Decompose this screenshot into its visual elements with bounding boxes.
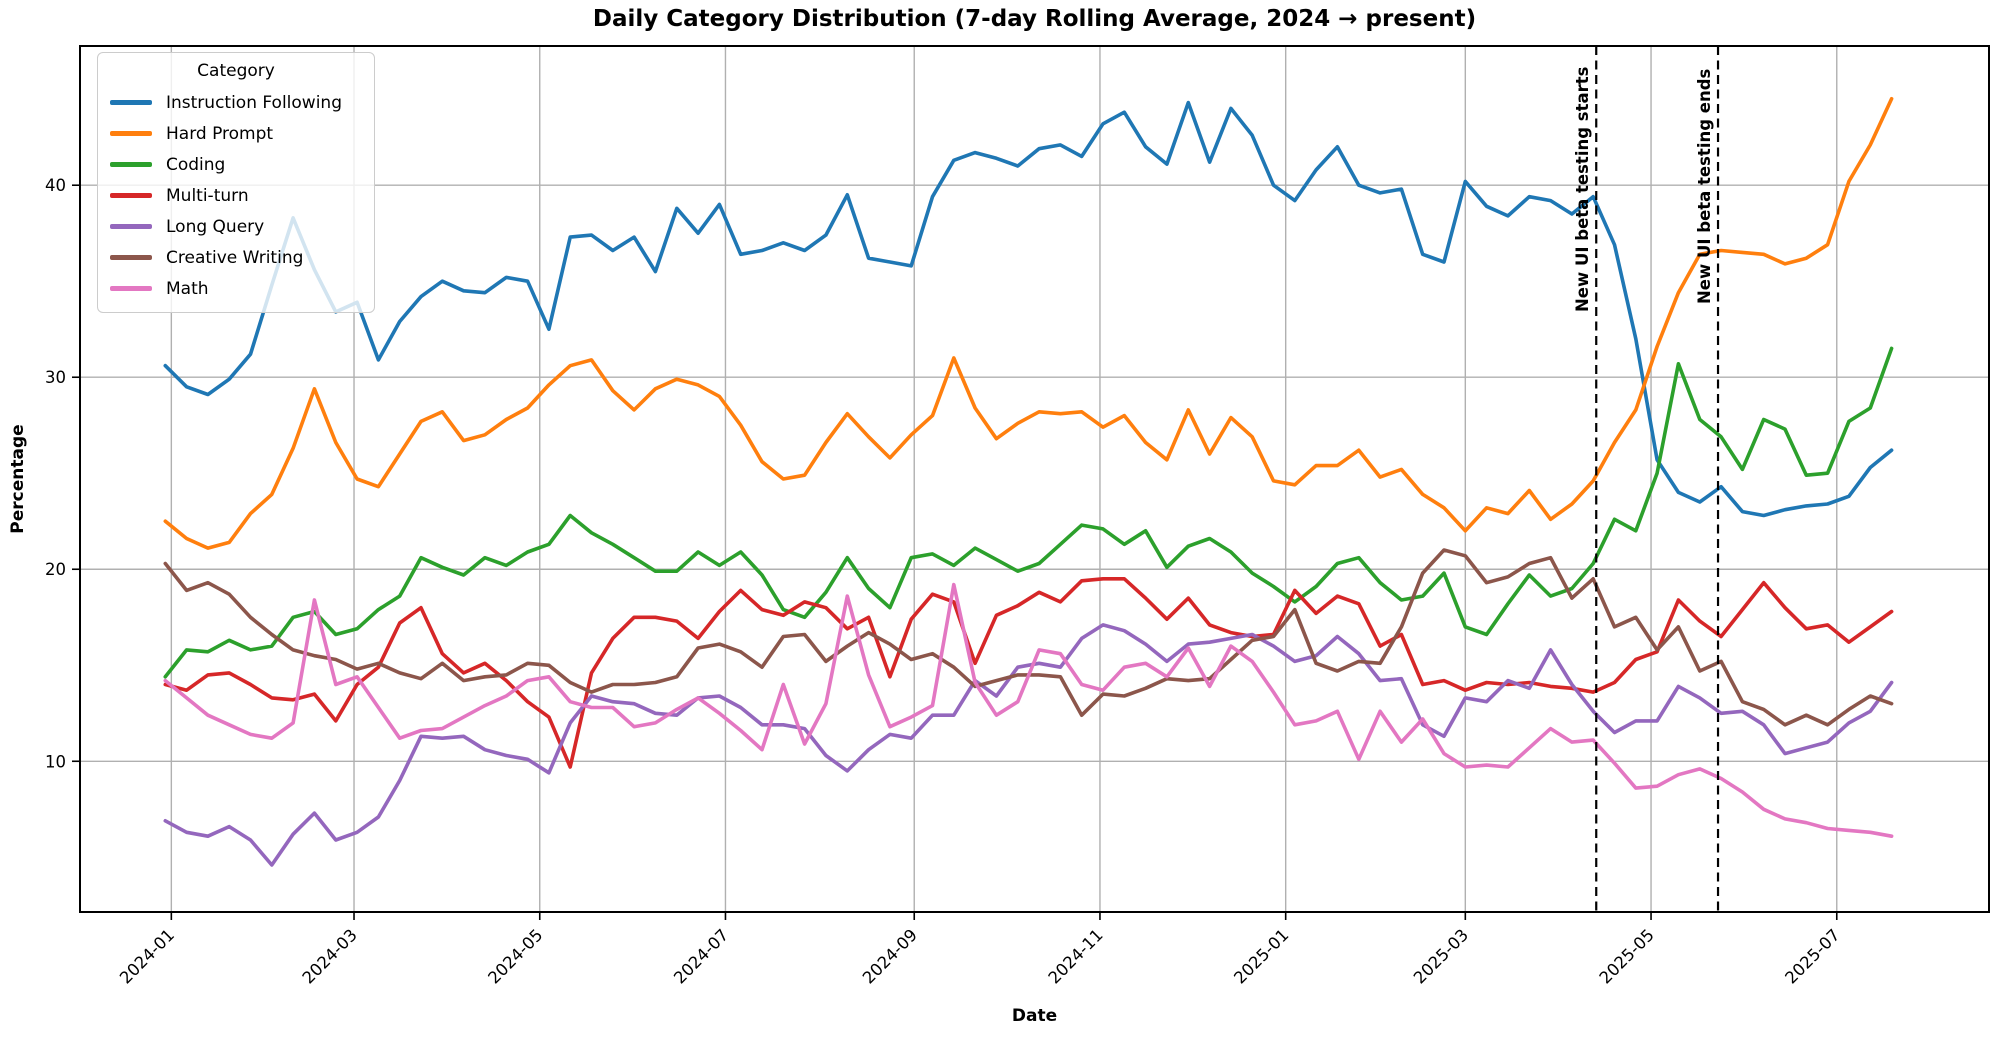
legend-label: Coding [166,154,226,175]
series-line-multi-turn [163,576,1894,769]
legend-title: Category [197,61,275,81]
x-tick-label: 2024-05 [484,925,546,987]
x-tick-label: 2024-11 [1045,925,1107,987]
series-line-hard-prompt [163,97,1894,550]
legend-item-hard-prompt: Hard Prompt [110,118,362,149]
legend: Category Instruction Following Hard Promp… [97,52,375,313]
y-tick-label: 40 [45,176,66,195]
legend-swatch [110,255,152,260]
legend-item-long-query: Long Query [110,211,362,242]
legend-swatch [110,131,152,136]
axes-spines [79,45,1990,913]
x-tick-label: 2024-09 [859,925,921,987]
legend-label: Math [166,278,209,299]
legend-swatch [110,100,152,105]
annotation-label: New UI beta testing ends [1695,68,1714,304]
x-tick-label: 2024-03 [299,925,361,987]
legend-item-coding: Coding [110,149,362,180]
legend-item-math: Math [110,273,362,304]
y-tick-label: 30 [45,368,66,387]
series-line-math [163,582,1894,839]
legend-label: Creative Writing [166,247,304,268]
legend-label: Instruction Following [166,92,343,113]
legend-swatch [110,224,152,229]
chart-title: Daily Category Distribution (7-day Rolli… [592,6,1477,32]
legend-item-creative-writing: Creative Writing [110,242,362,273]
series-line-instruction-following [163,100,1894,518]
legend-swatch [110,193,152,198]
legend-item-instruction-following: Instruction Following [110,87,362,118]
x-tick-label: 2024-01 [116,925,178,987]
x-tick-label: 2025-01 [1230,925,1292,987]
y-tick-label: 20 [45,560,66,579]
annotation-label: New UI beta testing starts [1573,66,1592,312]
legend-swatch [110,286,152,291]
series-line-coding [163,346,1894,679]
series-line-creative-writing [163,548,1894,727]
legend-label: Multi-turn [166,185,249,206]
legend-label: Hard Prompt [166,123,274,144]
y-tick-label: 10 [45,752,66,771]
legend-item-multi-turn: Multi-turn [110,180,362,211]
x-tick-label: 2025-07 [1781,925,1843,987]
legend-label: Long Query [166,216,265,237]
series-line-long-query [163,623,1894,867]
y-axis-label: Percentage [8,424,28,534]
x-axis-label: Date [1011,1006,1058,1026]
x-tick-label: 2024-07 [670,925,732,987]
legend-swatch [110,162,152,167]
x-tick-label: 2025-03 [1410,925,1472,987]
x-tick-label: 2025-05 [1596,925,1658,987]
